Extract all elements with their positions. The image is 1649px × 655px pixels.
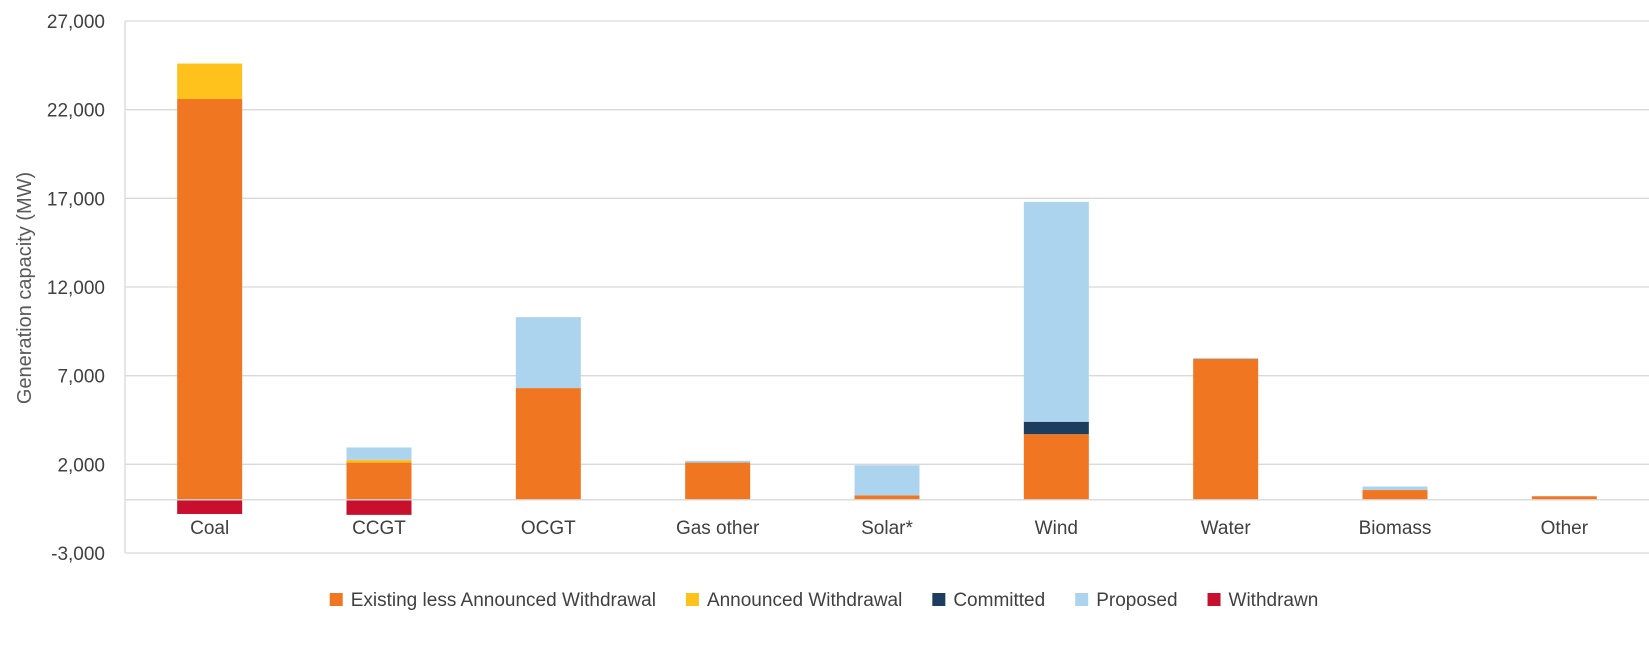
x-category-label: OCGT [521,518,576,539]
bar-segment-other-existing-less-announced-withdrawal [1531,496,1597,500]
legend-label: Existing less Announced Withdrawal [351,590,656,611]
y-tick-label: 7,000 [57,367,105,388]
y-tick-label: -3,000 [51,544,105,565]
bar-segment-ocgt-existing-less-announced-withdrawal [515,388,581,500]
legend-swatch [685,593,699,606]
bar-segment-gas-other-existing-less-announced-withdrawal [685,462,751,500]
bars [177,63,1597,515]
bar-segment-water-existing-less-announced-withdrawal [1193,358,1259,500]
x-category-label: Biomass [1359,518,1432,539]
y-tick-label: 2,000 [57,455,105,476]
x-category-label: Water [1201,518,1252,539]
bar-segment-water-proposed [1193,357,1259,359]
y-tick-label: 22,000 [47,101,105,122]
x-category-label: CCGT [352,518,406,539]
y-tick-label: 17,000 [47,189,105,210]
bar-segment-ccgt-existing-less-announced-withdrawal [346,462,412,500]
bar-segment-biomass-existing-less-announced-withdrawal [1362,490,1428,500]
legend-label: Committed [953,590,1045,611]
legend-label: Proposed [1096,590,1177,611]
legend-label: Withdrawn [1229,590,1319,611]
x-category-label: Gas other [676,518,760,539]
bar-segment-wind-proposed [1023,201,1089,422]
legend-swatch [1075,593,1089,606]
bar-segment-solar-existing-less-announced-withdrawal [854,495,920,500]
y-tick-label: 12,000 [47,278,105,299]
y-tick-label: 27,000 [47,12,105,33]
bar-segment-ccgt-withdrawn [346,499,412,515]
legend: Existing less Announced Withdrawal Announ… [329,590,1319,611]
legend-swatch [932,593,946,606]
y-axis-title: Generation capacity (MW) [14,172,36,404]
bar-segment-gas-other-proposed [685,460,751,463]
x-category-label: Solar* [861,518,913,539]
x-category-label: Wind [1035,518,1078,539]
bar-segment-wind-committed [1023,421,1089,435]
bar-segment-coal-existing-less-announced-withdrawal [177,99,243,500]
bar-segment-wind-existing-less-announced-withdrawal [1023,434,1089,500]
legend-swatch [1207,593,1221,606]
bar-segment-ccgt-announced-withdrawal [346,459,412,463]
legend-swatch [329,593,343,606]
x-category-label: Coal [190,518,229,539]
bar-segment-coal-announced-withdrawal [177,63,243,100]
bar-segment-coal-withdrawn [177,499,243,514]
bar-segment-biomass-proposed [1362,486,1428,491]
axes: 27,000 22,000 17,000 12,000 7,000 2,000 -3,000… [47,12,1649,565]
bar-segment-solar-proposed [854,465,920,496]
bar-segment-ccgt-proposed [346,447,412,460]
bar-segment-ocgt-proposed [515,317,581,389]
x-category-label: Other [1541,518,1589,539]
legend-label: Announced Withdrawal [707,590,902,611]
